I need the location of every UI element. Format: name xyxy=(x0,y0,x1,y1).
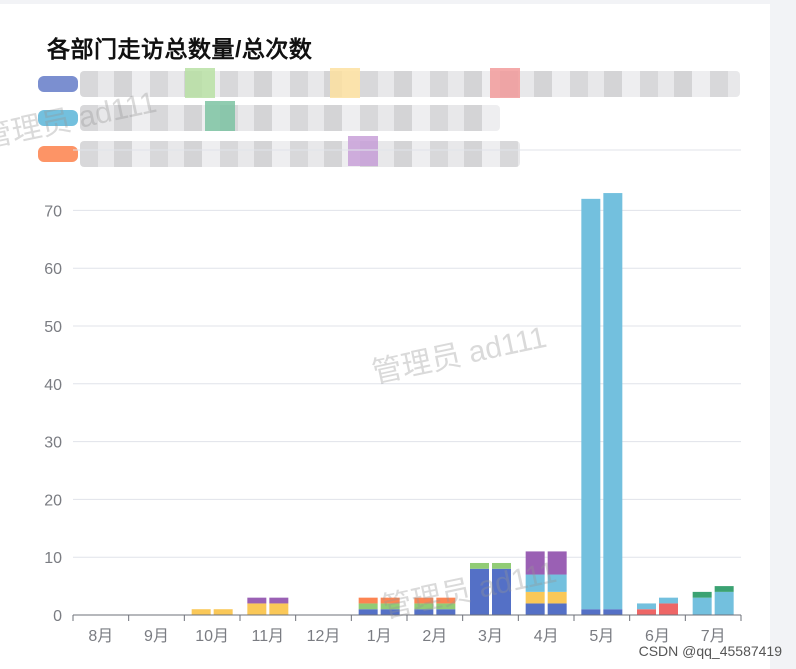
bar-segment[interactable] xyxy=(436,597,456,604)
y-tick-label: 60 xyxy=(44,261,62,278)
legend-row-3 xyxy=(38,141,520,167)
x-tick-label: 4月 xyxy=(534,628,559,645)
y-tick-label: 20 xyxy=(44,492,62,509)
bar-segment[interactable] xyxy=(358,597,378,604)
bar-segment[interactable] xyxy=(525,591,545,604)
bar-segment[interactable] xyxy=(659,597,678,604)
csdn-credit: CSDN @qq_45587419 xyxy=(638,643,782,659)
bar-segment[interactable] xyxy=(358,603,378,610)
x-tick-label: 7月 xyxy=(701,628,726,645)
bar-segment[interactable] xyxy=(547,574,567,592)
bar-segment[interactable] xyxy=(659,603,678,615)
bar-segment[interactable] xyxy=(247,603,267,615)
bar-segment[interactable] xyxy=(414,603,434,610)
bar-segment[interactable] xyxy=(358,609,378,615)
y-tick-label: 40 xyxy=(44,377,62,394)
bar-segment[interactable] xyxy=(525,551,545,575)
bar-segment[interactable] xyxy=(637,603,656,610)
x-tick-label: 1月 xyxy=(367,628,392,645)
legend-chip-darkgreen xyxy=(205,101,235,131)
bar-segment[interactable] xyxy=(525,574,545,592)
legend-swatch-lightblue[interactable] xyxy=(38,110,78,126)
bar-segment[interactable] xyxy=(492,568,511,615)
bar-segment[interactable] xyxy=(436,609,456,615)
chart-title: 各部门走访总数量/总次数 xyxy=(47,36,313,62)
legend-chip-yellow xyxy=(330,68,360,98)
bar-segment[interactable] xyxy=(492,562,511,569)
bar-segment[interactable] xyxy=(603,193,623,610)
bar-segment[interactable] xyxy=(414,609,434,615)
x-tick-label: 6月 xyxy=(645,628,670,645)
bar-segment[interactable] xyxy=(380,603,400,610)
y-tick-label: 70 xyxy=(44,203,62,220)
legend-row-2 xyxy=(38,105,500,131)
bar-segment[interactable] xyxy=(269,597,289,604)
bar-segment[interactable] xyxy=(547,551,567,575)
bar-segment[interactable] xyxy=(247,597,267,604)
legend-labels-blurred xyxy=(80,105,500,131)
y-tick-label: 50 xyxy=(44,319,62,336)
x-tick-label: 9月 xyxy=(144,628,169,645)
bar-segment[interactable] xyxy=(547,591,567,604)
x-tick-label: 12月 xyxy=(307,628,341,645)
y-tick-label: 30 xyxy=(44,435,62,452)
legend-swatch-blue[interactable] xyxy=(38,76,78,92)
legend-labels-blurred xyxy=(80,141,520,167)
legend-chip-purple xyxy=(348,136,378,166)
x-tick-label: 3月 xyxy=(478,628,503,645)
bar-segment[interactable] xyxy=(547,603,567,615)
bar-segment[interactable] xyxy=(714,591,734,615)
y-tick-label: 10 xyxy=(44,550,62,567)
bar-segment[interactable] xyxy=(436,603,456,610)
bar-segment[interactable] xyxy=(692,591,712,598)
x-tick-label: 5月 xyxy=(589,628,614,645)
bar-segment[interactable] xyxy=(581,609,601,615)
x-tick-label: 2月 xyxy=(422,628,447,645)
bar-segment[interactable] xyxy=(213,609,233,615)
bar-segment[interactable] xyxy=(692,597,712,615)
legend-chip-red xyxy=(490,68,520,98)
bar-segment[interactable] xyxy=(603,609,623,615)
bar-segment[interactable] xyxy=(191,609,211,615)
legend-swatch-orange[interactable] xyxy=(38,146,78,162)
x-tick-label: 10月 xyxy=(195,628,229,645)
bar-segment[interactable] xyxy=(414,597,434,604)
legend-chip-green xyxy=(185,68,215,98)
bar-segment[interactable] xyxy=(470,568,489,615)
bar-segment[interactable] xyxy=(269,603,289,615)
bar-segment[interactable] xyxy=(380,597,400,604)
bar-segment[interactable] xyxy=(470,562,489,569)
bar-segment[interactable] xyxy=(525,603,545,615)
x-tick-label: 8月 xyxy=(88,628,113,645)
bar-segment[interactable] xyxy=(637,609,656,615)
bar-segment[interactable] xyxy=(380,609,400,615)
y-tick-label: 0 xyxy=(53,608,62,625)
bar-segment[interactable] xyxy=(581,198,601,610)
bar-segment[interactable] xyxy=(714,586,734,592)
x-tick-label: 11月 xyxy=(252,628,285,645)
